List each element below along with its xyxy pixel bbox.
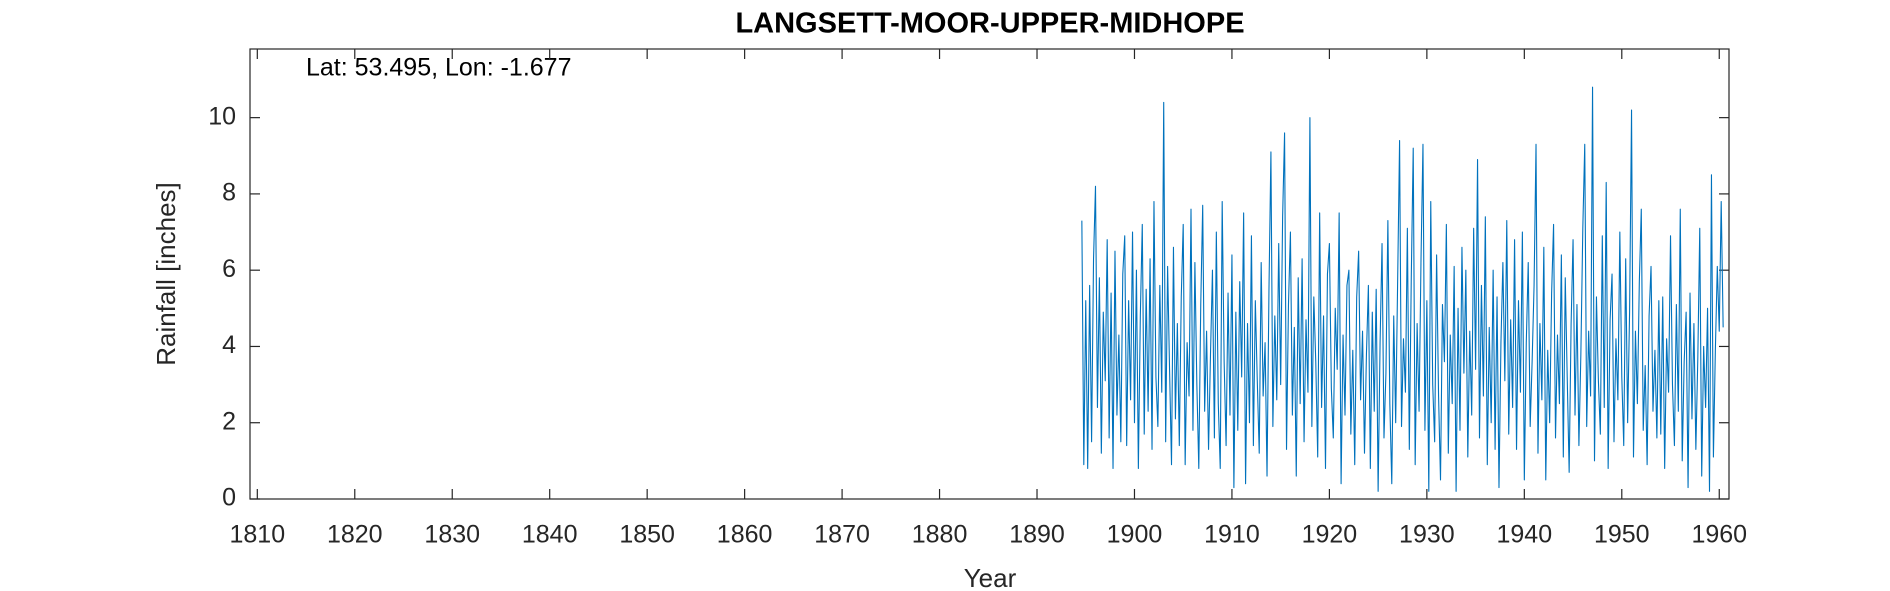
x-tick-label: 1840 <box>522 521 578 549</box>
y-tick-label: 0 <box>222 484 236 512</box>
y-tick-label: 4 <box>222 331 236 359</box>
x-tick-label: 1830 <box>424 521 480 549</box>
x-tick-label: 1870 <box>814 521 870 549</box>
x-tick-label: 1820 <box>327 521 383 549</box>
x-tick-label: 1810 <box>229 521 285 549</box>
x-tick-label: 1950 <box>1594 521 1650 549</box>
plot-frame <box>249 48 1730 500</box>
y-tick-label: 8 <box>222 179 236 207</box>
chart-title: LANGSETT-MOOR-UPPER-MIDHOPE <box>735 8 1244 40</box>
x-tick-label: 1880 <box>912 521 968 549</box>
y-tick-label: 6 <box>222 255 236 283</box>
annotation: Lat: 53.495, Lon: -1.677 <box>306 54 572 82</box>
x-tick-label: 1900 <box>1107 521 1163 549</box>
x-axis-label: Year <box>964 563 1017 591</box>
x-tick-label: 1890 <box>1009 521 1065 549</box>
data-line <box>1081 86 1724 492</box>
x-tick-label: 1940 <box>1497 521 1553 549</box>
y-tick-label: 2 <box>222 407 236 435</box>
x-tick-label: 1960 <box>1691 521 1747 549</box>
x-tick-label: 1860 <box>717 521 773 549</box>
x-tick-label: 1910 <box>1204 521 1260 549</box>
y-axis-label: Rainfall [inches] <box>151 182 181 366</box>
x-tick-label: 1930 <box>1399 521 1455 549</box>
x-tick-label: 1920 <box>1302 521 1358 549</box>
x-tick-label: 1850 <box>619 521 675 549</box>
y-tick-label: 10 <box>208 102 236 130</box>
